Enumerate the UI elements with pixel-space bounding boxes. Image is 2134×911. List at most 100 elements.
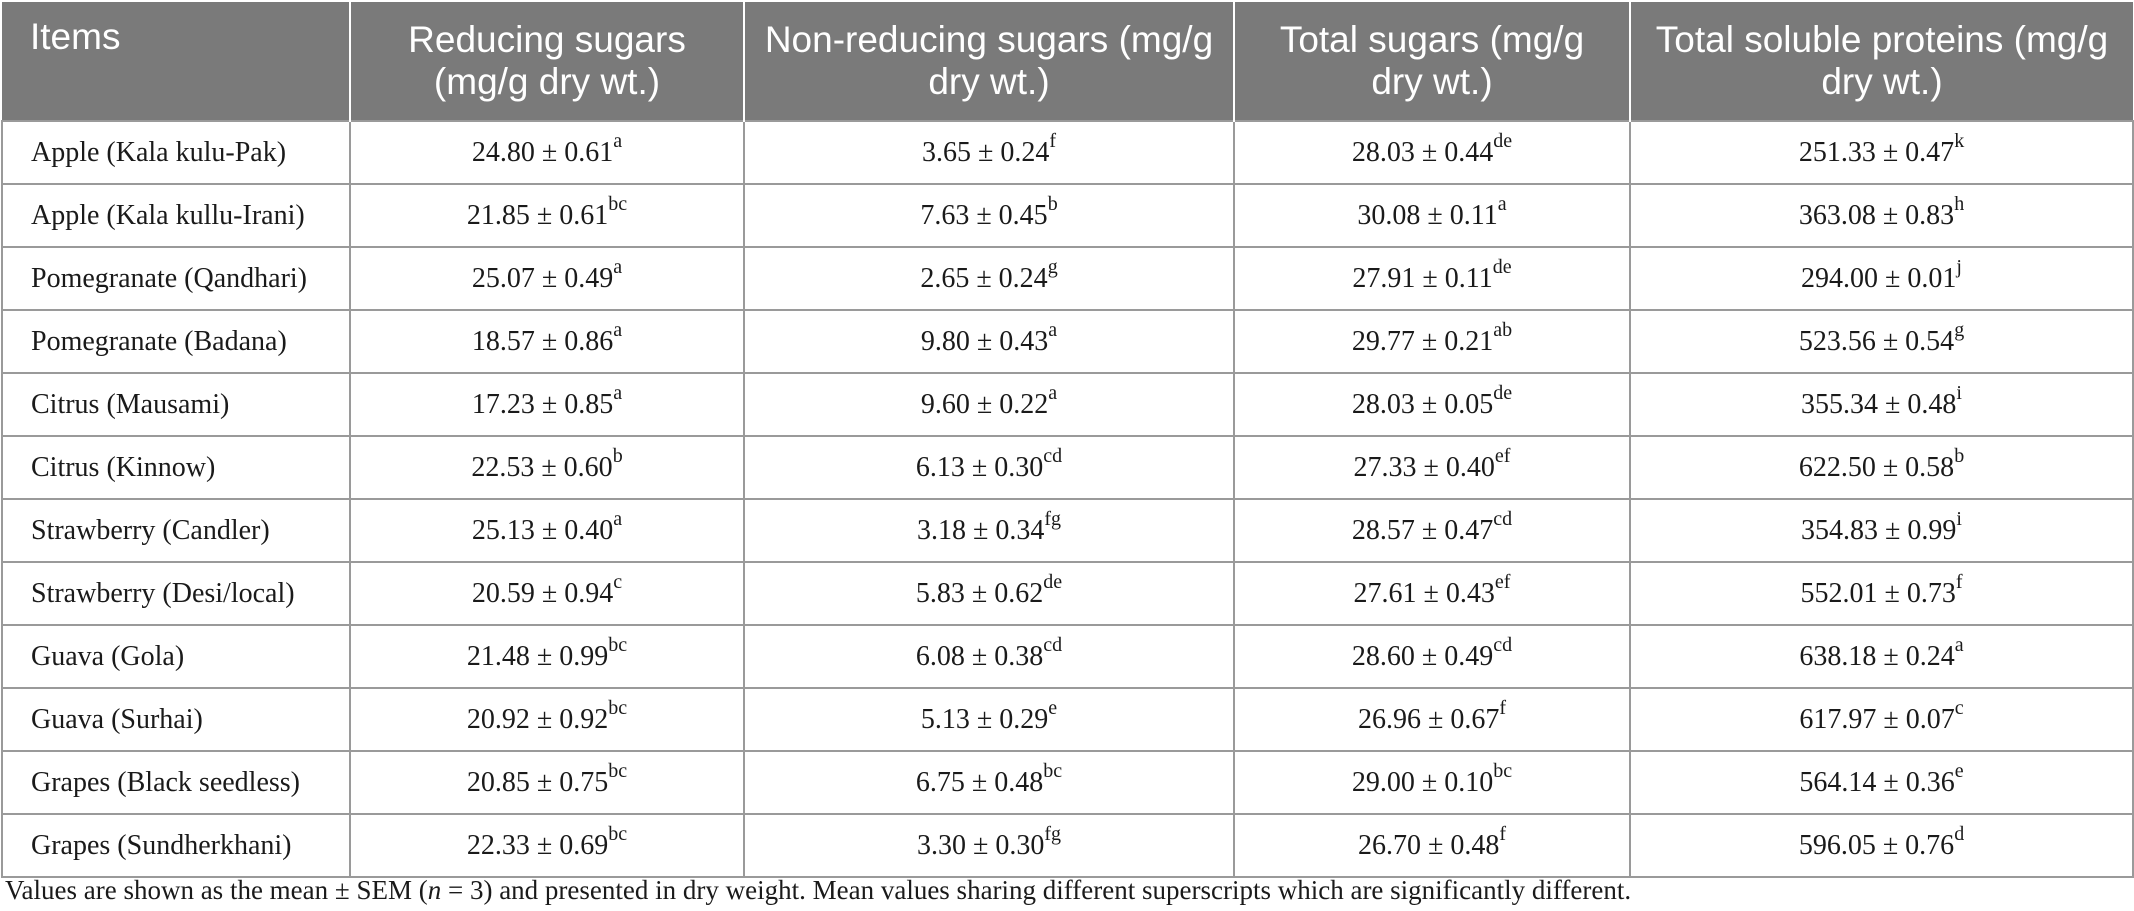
cell-value: 3.65 ± 0.24 bbox=[921, 136, 1050, 168]
cell-item: Strawberry (Candler) bbox=[1, 498, 351, 563]
significance-superscript: de bbox=[1493, 382, 1513, 405]
significance-superscript: bc bbox=[1043, 760, 1063, 783]
cell-reducing-sugars: 21.85 ± 0.61bc bbox=[349, 183, 745, 248]
cell-total-sugars: 26.96 ± 0.67f bbox=[1233, 687, 1631, 752]
table-row: Citrus (Kinnow) 22.53 ± 0.60b 6.13 ± 0.30c… bbox=[1, 435, 2134, 500]
significance-superscript: i bbox=[1956, 382, 1962, 405]
cell-value: 29.00 ± 0.10 bbox=[1351, 766, 1494, 798]
significance-superscript: bc bbox=[608, 193, 628, 216]
cell-non-reducing-sugars: 3.65 ± 0.24f bbox=[743, 120, 1235, 185]
significance-superscript: c bbox=[1954, 697, 1964, 720]
cell-value: 28.03 ± 0.44 bbox=[1351, 136, 1494, 168]
header-non-reducing-sugars: Non-reducing sugars (mg/g dry wt.) bbox=[744, 2, 1235, 121]
significance-superscript: de bbox=[1493, 130, 1513, 153]
cell-value: 3.30 ± 0.30 bbox=[916, 829, 1045, 861]
cell-item: Grapes (Black seedless) bbox=[1, 750, 351, 815]
significance-superscript: e bbox=[1954, 760, 1964, 783]
cell-value: 7.63 ± 0.45 bbox=[920, 199, 1048, 231]
significance-superscript: f bbox=[1499, 697, 1507, 720]
significance-superscript: de bbox=[1492, 256, 1512, 279]
cell-total-soluble-proteins: 617.97 ± 0.07c bbox=[1629, 687, 2134, 752]
table-row: Strawberry (Desi/local) 20.59 ± 0.94c 5.83… bbox=[1, 561, 2134, 626]
cell-total-soluble-proteins: 564.14 ± 0.36e bbox=[1629, 750, 2134, 815]
table-row: Pomegranate (Qandhari) 25.07 ± 0.49a 2.65 … bbox=[1, 246, 2134, 311]
cell-reducing-sugars: 17.23 ± 0.85a bbox=[349, 372, 745, 437]
cell-non-reducing-sugars: 3.30 ± 0.30fg bbox=[743, 813, 1235, 878]
significance-superscript: fg bbox=[1044, 823, 1062, 846]
cell-value: 355.34 ± 0.48 bbox=[1801, 388, 1957, 420]
significance-superscript: a bbox=[613, 382, 623, 405]
significance-superscript: bc bbox=[608, 697, 628, 720]
cell-non-reducing-sugars: 3.18 ± 0.34fg bbox=[743, 498, 1235, 563]
cell-value: 523.56 ± 0.54 bbox=[1798, 325, 1955, 357]
significance-superscript: j bbox=[1956, 256, 1962, 279]
header-reducing-sugars: Reducing sugars (mg/g dry wt.) bbox=[350, 2, 745, 121]
cell-non-reducing-sugars: 7.63 ± 0.45b bbox=[743, 183, 1235, 248]
table-row: Grapes (Black seedless) 20.85 ± 0.75bc 6.7… bbox=[1, 750, 2134, 815]
significance-superscript: b bbox=[1047, 193, 1058, 216]
table-row: Apple (Kala kulu-Pak) 24.80 ± 0.61a 3.65 ±… bbox=[1, 120, 2134, 185]
significance-superscript: bc bbox=[608, 760, 628, 783]
significance-superscript: e bbox=[1048, 697, 1058, 720]
significance-superscript: d bbox=[1954, 823, 1965, 846]
cell-value: 9.80 ± 0.43 bbox=[920, 325, 1049, 357]
cell-total-soluble-proteins: 294.00 ± 0.01j bbox=[1629, 246, 2134, 311]
table-footnote: Values are shown as the mean ± SEM (n = … bbox=[5, 875, 1631, 906]
cell-total-soluble-proteins: 251.33 ± 0.47k bbox=[1629, 120, 2134, 185]
cell-non-reducing-sugars: 6.08 ± 0.38cd bbox=[743, 624, 1235, 689]
header-row: Items Reducing sugars (mg/g dry wt.) Non… bbox=[2, 2, 2133, 121]
cell-reducing-sugars: 22.53 ± 0.60b bbox=[349, 435, 745, 500]
cell-total-sugars: 26.70 ± 0.48f bbox=[1233, 813, 1631, 878]
significance-superscript: a bbox=[1954, 634, 1964, 657]
cell-reducing-sugars: 22.33 ± 0.69bc bbox=[349, 813, 745, 878]
cell-reducing-sugars: 20.59 ± 0.94c bbox=[349, 561, 745, 626]
cell-value: 29.77 ± 0.21 bbox=[1351, 325, 1494, 357]
cell-reducing-sugars: 20.92 ± 0.92bc bbox=[349, 687, 745, 752]
significance-superscript: bc bbox=[608, 634, 628, 657]
cell-total-soluble-proteins: 622.50 ± 0.58b bbox=[1629, 435, 2134, 500]
cell-item: Apple (Kala kullu-Irani) bbox=[1, 183, 351, 248]
cell-value: 20.85 ± 0.75 bbox=[466, 766, 609, 798]
table-row: Apple (Kala kullu-Irani) 21.85 ± 0.61bc 7.… bbox=[1, 183, 2134, 248]
significance-superscript: a bbox=[1497, 193, 1507, 216]
cell-total-sugars: 30.08 ± 0.11a bbox=[1233, 183, 1631, 248]
cell-value: 20.92 ± 0.92 bbox=[466, 703, 609, 735]
cell-item: Strawberry (Desi/local) bbox=[1, 561, 351, 626]
cell-value: 25.13 ± 0.40 bbox=[471, 514, 614, 546]
significance-superscript: a bbox=[613, 319, 623, 342]
cell-value: 21.48 ± 0.99 bbox=[466, 640, 609, 672]
cell-item: Citrus (Mausami) bbox=[1, 372, 351, 437]
significance-superscript: f bbox=[1955, 571, 1963, 594]
cell-item: Grapes (Sundherkhani) bbox=[1, 813, 351, 878]
cell-value: 17.23 ± 0.85 bbox=[471, 388, 614, 420]
cell-value: 25.07 ± 0.49 bbox=[471, 262, 614, 294]
cell-item: Citrus (Kinnow) bbox=[1, 435, 351, 500]
cell-value: 26.70 ± 0.48 bbox=[1357, 829, 1500, 861]
header-items: Items bbox=[2, 2, 351, 121]
cell-value: 22.33 ± 0.69 bbox=[466, 829, 609, 861]
cell-non-reducing-sugars: 2.65 ± 0.24g bbox=[743, 246, 1235, 311]
cell-value: 354.83 ± 0.99 bbox=[1801, 514, 1957, 546]
significance-superscript: f bbox=[1499, 823, 1507, 846]
cell-value: 294.00 ± 0.01 bbox=[1801, 262, 1957, 294]
cell-item: Pomegranate (Badana) bbox=[1, 309, 351, 374]
cell-value: 5.13 ± 0.29 bbox=[920, 703, 1049, 735]
cell-value: 617.97 ± 0.07 bbox=[1799, 703, 1955, 735]
significance-superscript: k bbox=[1954, 130, 1965, 153]
cell-non-reducing-sugars: 6.13 ± 0.30cd bbox=[743, 435, 1235, 500]
cell-total-sugars: 28.03 ± 0.44de bbox=[1233, 120, 1631, 185]
cell-value: 9.60 ± 0.22 bbox=[920, 388, 1049, 420]
table-row: Strawberry (Candler) 25.13 ± 0.40a 3.18 ± … bbox=[1, 498, 2134, 563]
footnote-after: ) and presented in dry weight. Mean valu… bbox=[483, 875, 1632, 905]
cell-value: 3.18 ± 0.34 bbox=[916, 514, 1045, 546]
cell-total-sugars: 29.77 ± 0.21ab bbox=[1233, 309, 1631, 374]
cell-value: 18.57 ± 0.86 bbox=[471, 325, 614, 357]
cell-value: 27.61 ± 0.43 bbox=[1353, 577, 1495, 609]
cell-total-soluble-proteins: 638.18 ± 0.24a bbox=[1629, 624, 2134, 689]
significance-superscript: cd bbox=[1043, 445, 1063, 468]
cell-value: 2.65 ± 0.24 bbox=[920, 262, 1048, 294]
cell-non-reducing-sugars: 5.83 ± 0.62de bbox=[743, 561, 1235, 626]
significance-superscript: ab bbox=[1493, 319, 1513, 342]
significance-superscript: i bbox=[1956, 508, 1962, 531]
cell-total-sugars: 28.03 ± 0.05de bbox=[1233, 372, 1631, 437]
